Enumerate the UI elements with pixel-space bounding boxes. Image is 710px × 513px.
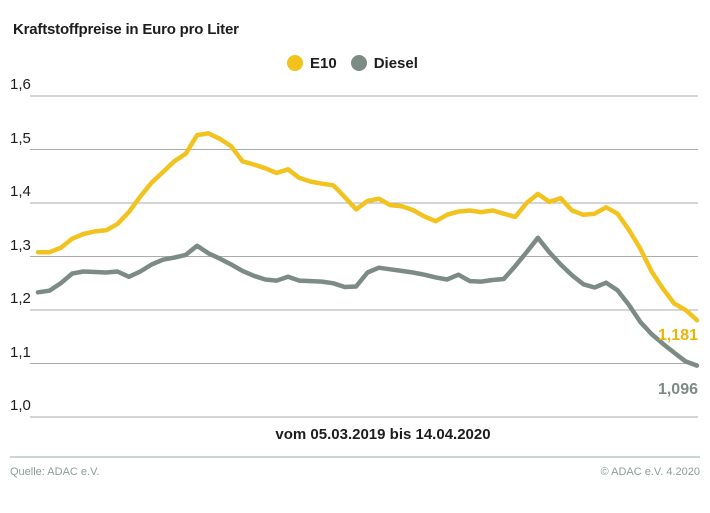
- copyright-note: © ADAC e.V. 4.2020: [600, 466, 700, 478]
- y-tick-label: 1,2: [10, 290, 31, 307]
- diesel-line: [35, 235, 700, 368]
- diesel-dot-icon: [350, 55, 367, 71]
- chart-title: Kraftstoffpreise in Euro pro Liter: [13, 21, 239, 38]
- y-tick-label: 1,4: [10, 183, 31, 200]
- y-tick-label: 1,3: [10, 236, 31, 254]
- legend-item-diesel: Diesel: [350, 54, 418, 72]
- y-tick-label: 1,6: [10, 76, 31, 93]
- e10-dot-icon: [287, 55, 303, 71]
- e10-line: [35, 131, 700, 323]
- x-axis-label: vom 05.03.2019 bis 14.04.2020: [275, 426, 491, 443]
- footer-divider: [10, 456, 700, 458]
- y-tick-label: 1,1: [10, 343, 31, 361]
- e10-end-label: 1,181: [657, 327, 698, 344]
- diesel-end-label: 1,096: [657, 381, 698, 398]
- legend: E10 Diesel: [287, 54, 418, 72]
- y-tick-label: 1,5: [10, 129, 31, 147]
- y-tick-label: 1,0: [10, 397, 31, 414]
- source-note: Quelle: ADAC e.V.: [10, 466, 100, 478]
- legend-label-diesel: Diesel: [373, 54, 418, 72]
- legend-label-e10: E10: [310, 54, 337, 72]
- legend-item-e10: E10: [287, 55, 337, 72]
